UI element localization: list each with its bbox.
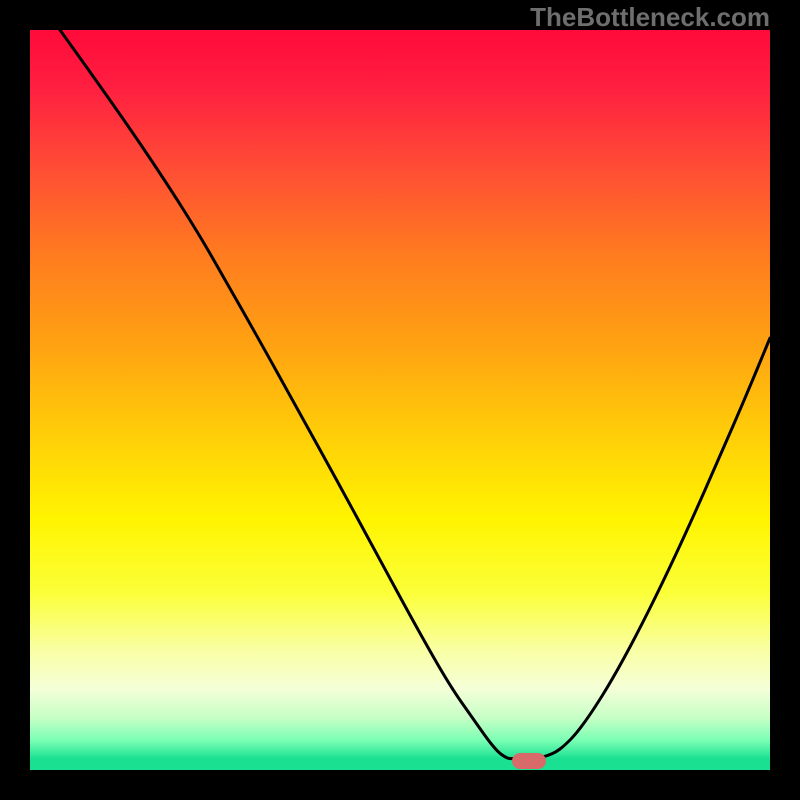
optimal-marker bbox=[512, 753, 546, 769]
chart-frame: TheBottleneck.com bbox=[0, 0, 800, 800]
bottleneck-curve bbox=[0, 0, 800, 800]
